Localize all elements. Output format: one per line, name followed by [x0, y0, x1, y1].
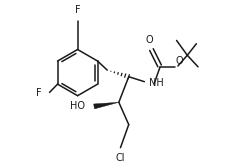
Text: O: O	[176, 56, 183, 66]
Text: O: O	[146, 35, 153, 45]
Text: F: F	[36, 88, 41, 98]
Text: HO: HO	[70, 101, 85, 111]
Text: F: F	[75, 5, 80, 15]
Text: NH: NH	[148, 78, 163, 87]
Text: Cl: Cl	[116, 153, 125, 163]
Polygon shape	[94, 102, 119, 109]
